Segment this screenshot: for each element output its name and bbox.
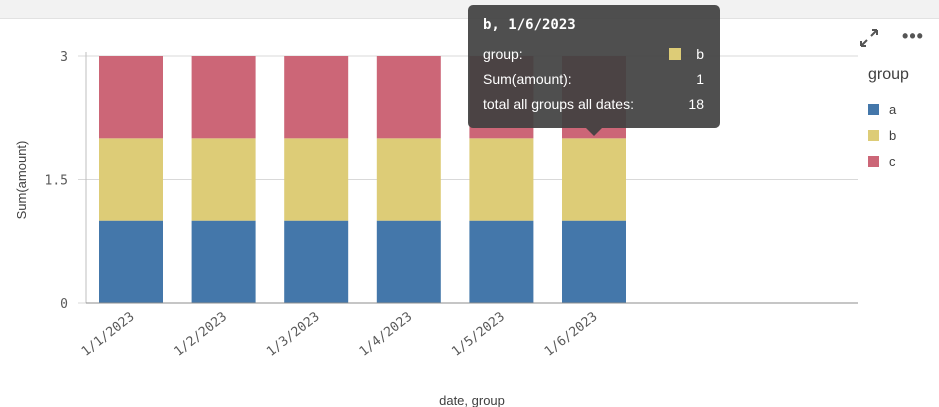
bar-segment-a[interactable] <box>376 220 441 303</box>
tooltip-title: b, 1/6/2023 <box>483 17 576 33</box>
bar-segment-c[interactable] <box>99 56 163 139</box>
bar-segment-a[interactable] <box>99 220 163 303</box>
y-tick-label: 3 <box>60 50 68 65</box>
y-tick-label: 0 <box>60 297 68 312</box>
legend-swatch <box>868 155 879 167</box>
tooltip-row-total: total all groups all dates: 18 <box>483 91 704 116</box>
tooltip-total-label: total all groups all dates: <box>483 95 634 112</box>
legend-item-b[interactable]: b <box>868 122 934 148</box>
tooltip-row-group: group: b <box>483 41 704 66</box>
tooltip-group-label: group: <box>483 45 523 62</box>
x-tick-label: 1/5/2023 <box>449 309 508 359</box>
bar-segment-a[interactable] <box>284 220 349 303</box>
legend-item-a[interactable]: a <box>868 96 934 122</box>
bar-segment-b[interactable] <box>376 138 441 221</box>
bar-segment-b[interactable] <box>191 138 256 221</box>
legend-label: b <box>889 127 897 143</box>
expand-icon[interactable] <box>858 27 880 49</box>
tooltip-group-value: b <box>696 45 704 62</box>
x-tick-label: 1/2/2023 <box>171 309 230 359</box>
bar-segment-b[interactable] <box>562 138 626 221</box>
legend-label: c <box>889 153 896 169</box>
bar-segment-b[interactable] <box>99 138 163 221</box>
tooltip: b, 1/6/2023 group: b Sum(amount): 1 tota… <box>468 5 720 136</box>
tooltip-sum-label: Sum(amount): <box>483 70 572 87</box>
bar-segment-c[interactable] <box>284 56 349 139</box>
y-axis-title: Sum(amount) <box>14 141 29 220</box>
legend-swatch <box>868 103 879 115</box>
bar-segment-a[interactable] <box>562 220 626 303</box>
x-tick-label: 1/4/2023 <box>357 309 416 359</box>
tooltip-sum-value: 1 <box>696 70 704 87</box>
bar-segment-a[interactable] <box>191 220 256 303</box>
legend-label: a <box>889 101 897 117</box>
x-tick-label: 1/3/2023 <box>264 309 323 359</box>
y-tick-label: 1.5 <box>45 174 68 189</box>
bar-segment-b[interactable] <box>469 138 534 221</box>
tooltip-total-value: 18 <box>688 95 704 112</box>
bar-segment-b[interactable] <box>284 138 349 221</box>
tooltip-group-swatch <box>669 47 682 60</box>
bar-segment-c[interactable] <box>191 56 256 139</box>
bar-segment-a[interactable] <box>469 220 534 303</box>
x-tick-label: 1/6/2023 <box>542 309 601 359</box>
more-options-icon[interactable]: ••• <box>902 26 924 46</box>
bar-segment-c[interactable] <box>376 56 441 139</box>
tooltip-row-sum: Sum(amount): 1 <box>483 66 704 91</box>
legend-item-c[interactable]: c <box>868 148 934 174</box>
legend-title: group <box>868 66 909 83</box>
x-tick-label: 1/1/2023 <box>79 309 138 359</box>
x-axis-title: date, group <box>439 393 505 407</box>
legend-swatch <box>868 129 879 141</box>
